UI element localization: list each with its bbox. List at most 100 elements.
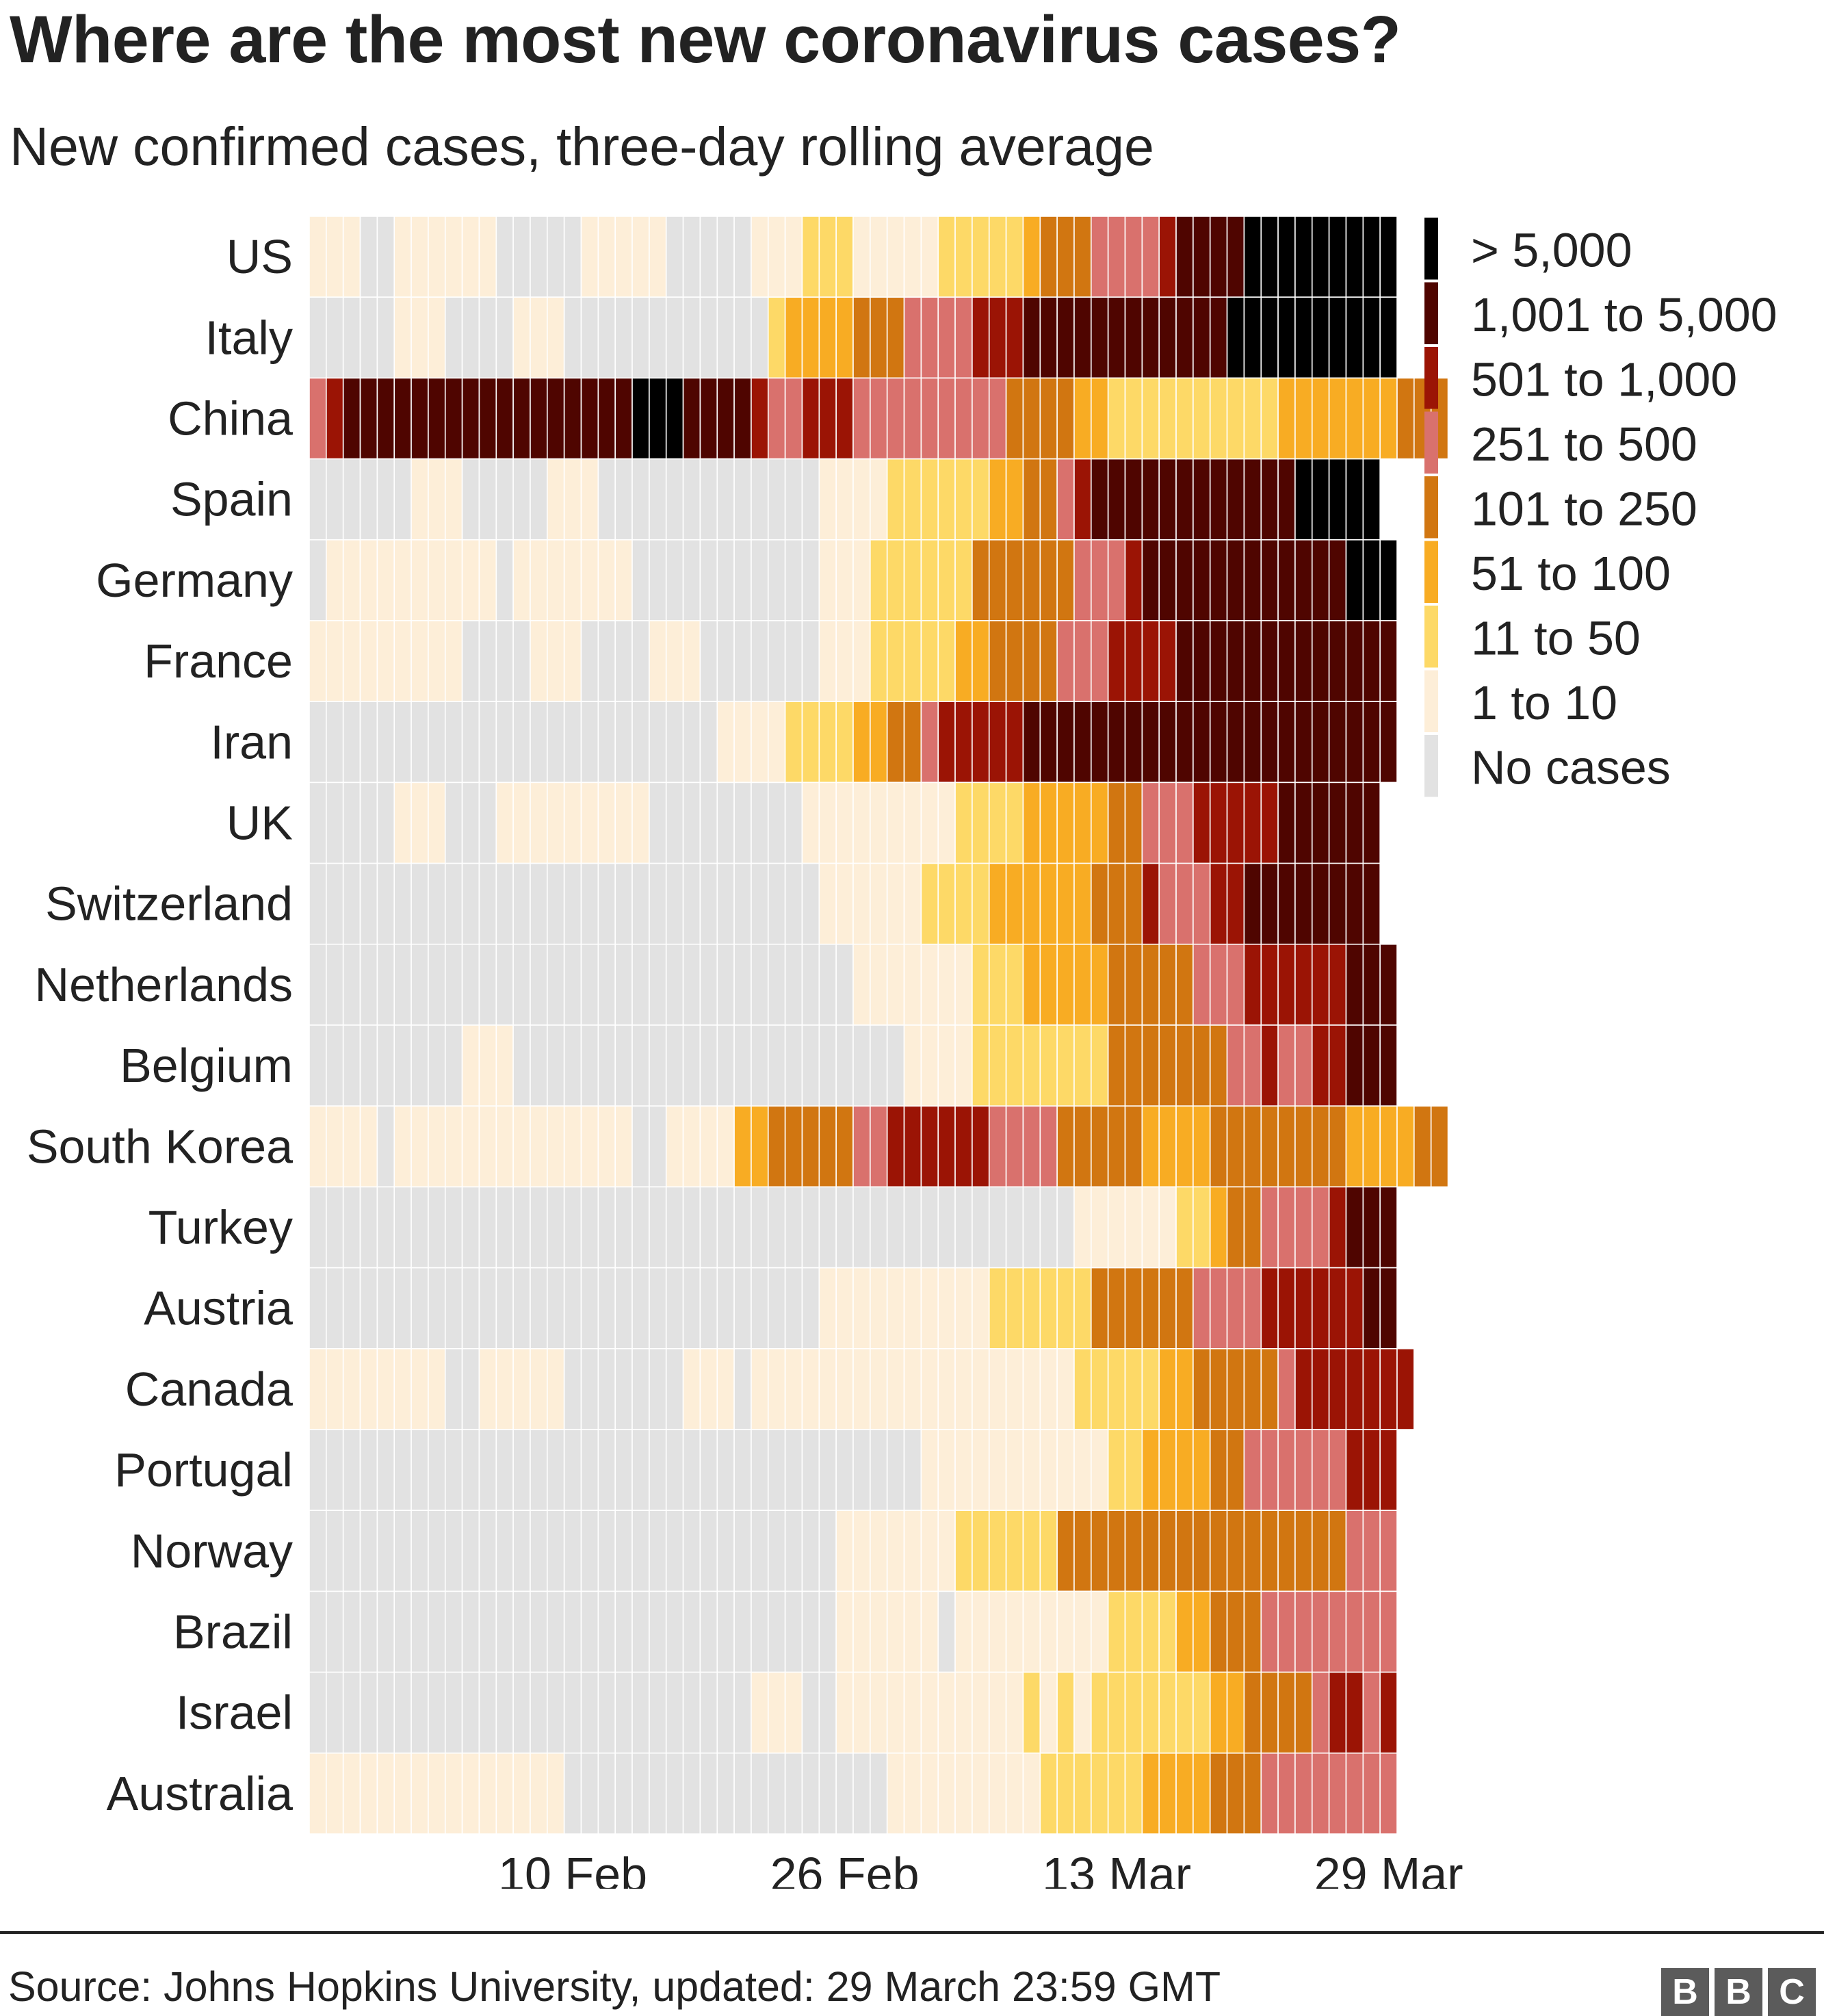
heatmap-cell bbox=[1277, 458, 1296, 541]
heatmap-cell bbox=[428, 620, 446, 702]
legend-swatch bbox=[1424, 606, 1438, 668]
heatmap-cell bbox=[631, 1671, 650, 1754]
heatmap-cell bbox=[1294, 296, 1313, 379]
heatmap-cell bbox=[818, 944, 837, 1026]
heatmap-cell bbox=[1124, 1590, 1143, 1673]
heatmap-cell bbox=[1243, 1671, 1262, 1754]
heatmap-cell bbox=[699, 620, 718, 702]
heatmap-cell bbox=[751, 1510, 769, 1592]
row-label: Switzerland bbox=[45, 877, 293, 931]
heatmap-cell bbox=[784, 1753, 803, 1835]
x-tick-label: 26 Feb bbox=[770, 1848, 920, 1889]
heatmap-cell bbox=[972, 1429, 990, 1511]
heatmap-cell bbox=[1193, 377, 1211, 460]
heatmap-cell bbox=[1345, 1590, 1364, 1673]
heatmap-cell bbox=[699, 377, 718, 460]
heatmap-cell bbox=[665, 1429, 684, 1511]
heatmap-cell bbox=[1311, 701, 1330, 784]
heatmap-cell bbox=[649, 377, 667, 460]
heatmap-cell bbox=[1260, 1671, 1279, 1754]
heatmap-cell bbox=[597, 377, 616, 460]
heatmap-cell bbox=[920, 1753, 939, 1835]
heatmap-cell bbox=[1091, 1429, 1109, 1511]
heatmap-cell bbox=[1073, 781, 1092, 864]
heatmap-cell bbox=[733, 1510, 752, 1592]
heatmap-cell bbox=[767, 539, 786, 621]
heatmap-cell bbox=[342, 620, 361, 702]
heatmap-cell bbox=[461, 1510, 480, 1592]
heatmap-cell bbox=[870, 1267, 888, 1349]
heatmap-cell bbox=[665, 1510, 684, 1592]
heatmap-cell bbox=[1124, 1429, 1143, 1511]
heatmap-cell bbox=[512, 1429, 531, 1511]
heatmap-cell bbox=[547, 781, 565, 864]
heatmap-cell bbox=[359, 701, 378, 784]
heatmap-cell bbox=[563, 458, 582, 541]
heatmap-cell bbox=[751, 862, 769, 945]
row-label: Canada bbox=[125, 1362, 293, 1416]
heatmap-cell bbox=[903, 458, 922, 541]
heatmap-cell bbox=[835, 1267, 854, 1349]
heatmap-cell bbox=[649, 781, 667, 864]
heatmap-cell bbox=[937, 1671, 956, 1754]
heatmap-cell bbox=[512, 620, 531, 702]
heatmap-cell bbox=[342, 944, 361, 1026]
heatmap-cell bbox=[1226, 216, 1245, 298]
heatmap-cell bbox=[1158, 862, 1177, 945]
heatmap-cell bbox=[393, 539, 412, 621]
heatmap-cell bbox=[547, 1024, 565, 1107]
heatmap-cell bbox=[530, 1590, 548, 1673]
heatmap-cell bbox=[1328, 944, 1347, 1026]
heatmap-cell bbox=[972, 1267, 990, 1349]
heatmap-cell bbox=[1158, 1105, 1177, 1188]
heatmap-cell bbox=[597, 1186, 616, 1269]
heatmap-cell bbox=[1277, 1590, 1296, 1673]
heatmap-cell bbox=[1294, 377, 1313, 460]
heatmap-cell bbox=[411, 944, 429, 1026]
heatmap-cell bbox=[326, 458, 344, 541]
heatmap-cell bbox=[767, 781, 786, 864]
heatmap-cell bbox=[1107, 296, 1126, 379]
heatmap-cell bbox=[1260, 1510, 1279, 1592]
heatmap-cell bbox=[580, 620, 599, 702]
heatmap-cell bbox=[1124, 296, 1143, 379]
heatmap-cell bbox=[580, 458, 599, 541]
heatmap-cell bbox=[411, 539, 429, 621]
heatmap-cell bbox=[937, 216, 956, 298]
heatmap-cell bbox=[359, 1267, 378, 1349]
heatmap-cell bbox=[699, 781, 718, 864]
heatmap-cell bbox=[411, 216, 429, 298]
heatmap-cell bbox=[1362, 1753, 1381, 1835]
heatmap-cell bbox=[1226, 1429, 1245, 1511]
heatmap-cell bbox=[512, 862, 531, 945]
heatmap-cell bbox=[1005, 1590, 1024, 1673]
heatmap-cell bbox=[870, 1510, 888, 1592]
heatmap-cell bbox=[411, 1510, 429, 1592]
heatmap-cell bbox=[1107, 620, 1126, 702]
heatmap-cell bbox=[699, 1348, 718, 1430]
heatmap-cell bbox=[1141, 216, 1160, 298]
heatmap-cell bbox=[1294, 1590, 1313, 1673]
heatmap-cell bbox=[563, 296, 582, 379]
heatmap-cell bbox=[886, 377, 905, 460]
heatmap-cell bbox=[342, 862, 361, 945]
heatmap-cell bbox=[801, 1024, 820, 1107]
heatmap-cell bbox=[1209, 862, 1228, 945]
heatmap-cell bbox=[733, 944, 752, 1026]
heatmap-cell bbox=[682, 1024, 701, 1107]
heatmap-cell bbox=[682, 781, 701, 864]
heatmap-cell bbox=[631, 1105, 650, 1188]
heatmap-cell bbox=[870, 216, 888, 298]
heatmap-cell bbox=[461, 620, 480, 702]
heatmap-cell bbox=[1022, 1105, 1041, 1188]
heatmap-cell bbox=[1226, 296, 1245, 379]
heatmap-cell bbox=[1073, 1753, 1092, 1835]
heatmap-cell bbox=[852, 296, 871, 379]
heatmap-cell bbox=[1107, 1753, 1126, 1835]
heatmap-cell bbox=[411, 701, 429, 784]
heatmap-cell bbox=[428, 1510, 446, 1592]
heatmap-cell bbox=[972, 1590, 990, 1673]
heatmap-cell bbox=[767, 1590, 786, 1673]
heatmap-cell bbox=[461, 944, 480, 1026]
heatmap-cell bbox=[1294, 1186, 1313, 1269]
